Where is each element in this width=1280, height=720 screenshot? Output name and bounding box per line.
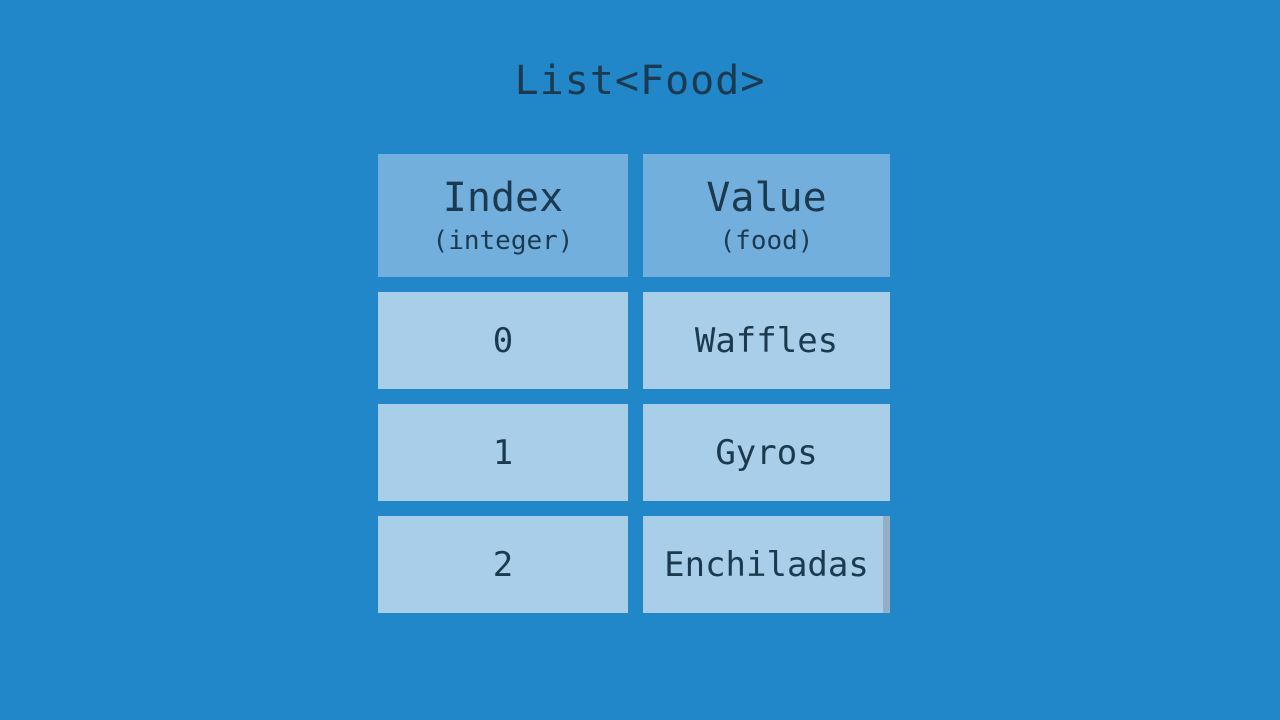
value-cell-row-1: Gyros: [643, 404, 890, 501]
value-column-header: Value (food): [643, 154, 890, 277]
slide-title: List<Food>: [514, 58, 766, 104]
value-column-type-label: (food): [719, 225, 814, 256]
index-cell-row-2: 2: [378, 516, 628, 613]
index-column-type-label: (integer): [432, 225, 574, 256]
value-cell-row-2: Enchiladas: [643, 516, 890, 613]
value-cell-row-2-text: Enchiladas: [664, 544, 869, 585]
index-cell-row-0: 0: [378, 292, 628, 389]
index-column-label: Index: [442, 174, 564, 221]
index-cell-row-1: 1: [378, 404, 628, 501]
list-table: Index (integer) Value (food) 0 Waffles 1…: [378, 154, 890, 613]
index-column-header: Index (integer): [378, 154, 628, 277]
cell-edge-shadow: [883, 516, 890, 613]
value-column-label: Value: [706, 174, 827, 221]
value-cell-row-0: Waffles: [643, 292, 890, 389]
